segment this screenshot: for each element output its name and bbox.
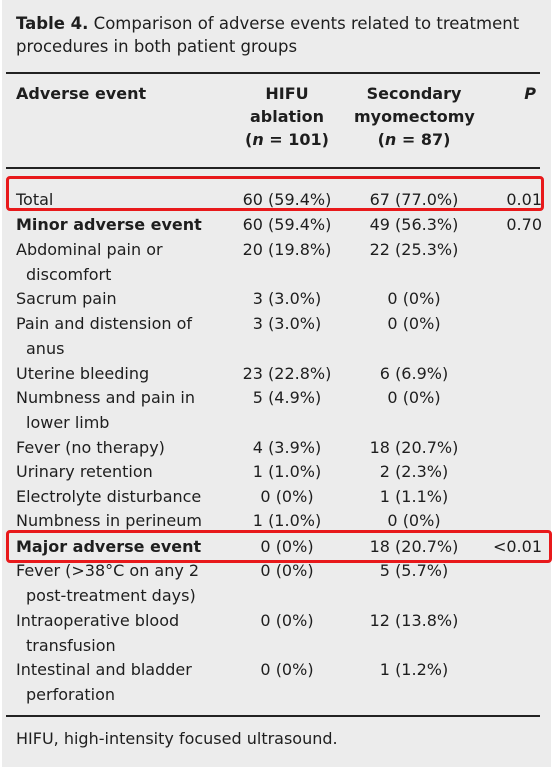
row-limb-line1: Numbness and pain in — [16, 388, 195, 407]
header-hifu-line2: ablation — [249, 107, 325, 126]
header-hifu-n: (n = 101) — [245, 130, 329, 149]
row-minor-hifu: 60 (59.4%) — [242, 215, 332, 234]
row-transfusion-sec: 12 (13.8%) — [369, 611, 459, 630]
row-total-event: Total — [16, 190, 54, 209]
row-perineum-hifu: 1 (1.0%) — [252, 511, 322, 530]
row-perforation-line2: perforation — [26, 684, 116, 704]
row-perineum-sec: 0 (0%) — [387, 511, 441, 530]
header-hifu-count: = 101) — [263, 130, 329, 149]
row-abdominal-sec: 22 (25.3%) — [369, 240, 459, 259]
row-distension-sec: 0 (0%) — [387, 314, 441, 333]
row-electrolyte-hifu: 0 (0%) — [260, 487, 314, 506]
header-adverse-event: Adverse event — [16, 84, 147, 103]
row-perforation-event: Intestinal and bladder perforation — [16, 658, 236, 708]
header-sec-line1: Secondary — [366, 84, 462, 103]
row-total-p: 0.01 — [506, 190, 542, 209]
row-distension-line2: anus — [26, 338, 65, 358]
row-fever38-hifu: 0 (0%) — [260, 561, 314, 580]
row-fever-event: Fever (no therapy) — [16, 438, 165, 457]
row-minor-event: Minor adverse event — [16, 215, 202, 234]
row-urinary-event: Urinary retention — [16, 462, 153, 481]
row-urinary-sec: 2 (2.3%) — [379, 462, 449, 481]
row-transfusion-hifu: 0 (0%) — [260, 611, 314, 630]
row-limb-event: Numbness and pain in lower limb — [16, 386, 236, 436]
row-limb-sec: 0 (0%) — [387, 388, 441, 407]
header-p: P — [472, 82, 536, 105]
table-caption: Table 4. Comparison of adverse events re… — [16, 12, 536, 58]
row-electrolyte-event: Electrolyte disturbance — [16, 487, 202, 506]
row-perineum-event: Numbness in perineum — [16, 511, 202, 530]
row-sacrum-event: Sacrum pain — [16, 289, 117, 308]
row-fever-sec: 18 (20.7%) — [369, 438, 459, 457]
row-uterine-event: Uterine bleeding — [16, 364, 150, 383]
row-total-sec: 67 (77.0%) — [369, 190, 459, 209]
row-fever38-line1: Fever (>38°C on any 2 — [16, 561, 200, 580]
header-hifu: HIFU ablation (n = 101) — [228, 82, 346, 151]
row-abdominal-event: Abdominal pain or discomfort — [16, 238, 236, 288]
header-hifu-n-symbol: n — [252, 130, 264, 149]
row-perforation-hifu: 0 (0%) — [260, 660, 314, 679]
header-rule — [6, 167, 540, 169]
bottom-rule — [6, 715, 540, 717]
row-abdominal-hifu: 20 (19.8%) — [242, 240, 332, 259]
row-distension-hifu: 3 (3.0%) — [252, 314, 322, 333]
row-total-hifu: 60 (59.4%) — [242, 190, 332, 209]
row-transfusion-line1: Intraoperative blood — [16, 611, 180, 630]
header-sec-n: (n = 87) — [377, 130, 451, 149]
row-electrolyte-sec: 1 (1.1%) — [379, 487, 449, 506]
row-limb-hifu: 5 (4.9%) — [252, 388, 322, 407]
row-sacrum-sec: 0 (0%) — [387, 289, 441, 308]
row-fever-hifu: 4 (3.9%) — [252, 438, 322, 457]
row-minor-sec: 49 (56.3%) — [369, 215, 459, 234]
header-hifu-line1: HIFU — [265, 84, 309, 103]
row-fever38-event: Fever (>38°C on any 2 post-treatment day… — [16, 559, 236, 609]
table-footnote: HIFU, high-intensity focused ultrasound. — [16, 729, 338, 748]
row-major-sec: 18 (20.7%) — [369, 537, 459, 556]
row-abdominal-line2: discomfort — [26, 264, 112, 284]
row-transfusion-event: Intraoperative blood transfusion — [16, 609, 236, 659]
caption-text: Comparison of adverse events related to … — [16, 14, 520, 56]
row-fever38-sec: 5 (5.7%) — [379, 561, 449, 580]
header-sec-count: = 87) — [396, 130, 451, 149]
header-sec-line2: myomectomy — [354, 107, 475, 126]
header-secondary: Secondary myomectomy (n = 87) — [354, 82, 475, 151]
row-urinary-hifu: 1 (1.0%) — [252, 462, 322, 481]
header-sec-n-symbol: n — [384, 130, 397, 149]
row-major-hifu: 0 (0%) — [260, 537, 314, 556]
row-uterine-sec: 6 (6.9%) — [379, 364, 449, 383]
row-distension-event: Pain and distension of anus — [16, 312, 236, 362]
row-sacrum-hifu: 3 (3.0%) — [252, 289, 322, 308]
row-uterine-hifu: 23 (22.8%) — [242, 364, 332, 383]
row-fever38-line2: post-treatment days) — [26, 585, 196, 605]
row-perforation-line1: Intestinal and bladder — [16, 660, 192, 679]
row-limb-line2: lower limb — [26, 412, 110, 432]
row-minor-p: 0.70 — [506, 215, 542, 234]
row-distension-line1: Pain and distension of — [16, 314, 193, 333]
row-major-p: <0.01 — [492, 537, 542, 556]
row-perforation-sec: 1 (1.2%) — [379, 660, 449, 679]
row-abdominal-line1: Abdominal pain or — [16, 240, 163, 259]
caption-label: Table 4. — [16, 14, 89, 33]
top-rule — [6, 72, 540, 74]
row-major-event: Major adverse event — [16, 537, 202, 556]
row-transfusion-line2: transfusion — [26, 635, 116, 655]
header-p-symbol: P — [524, 84, 536, 103]
